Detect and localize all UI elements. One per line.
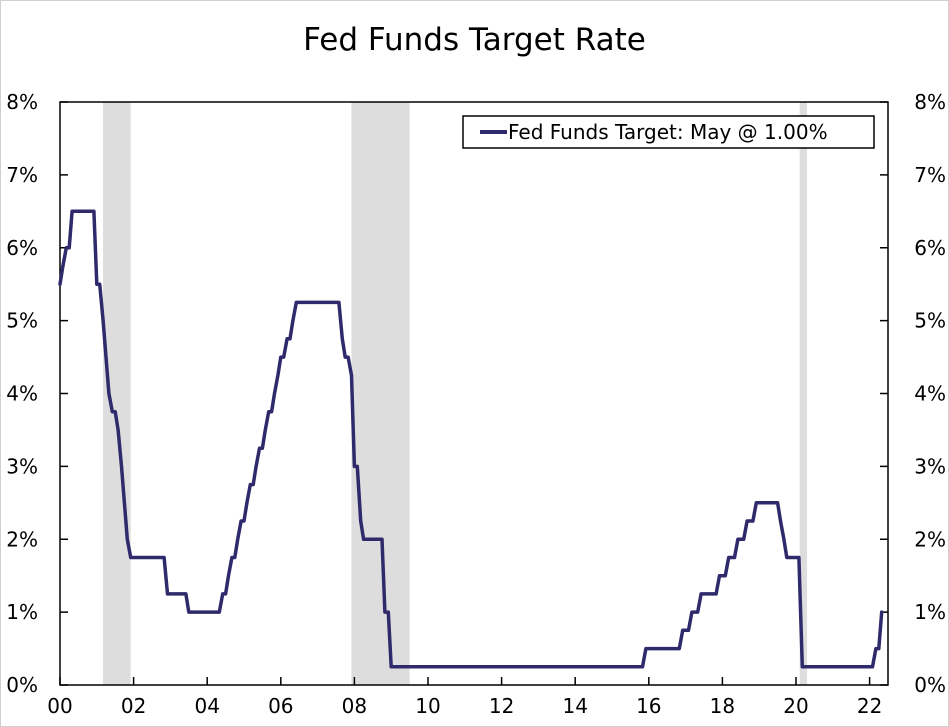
- x-tick-label: 04: [194, 694, 219, 718]
- x-tick-label: 18: [710, 694, 735, 718]
- y-tick-label-right: 3%: [914, 454, 946, 478]
- x-tick-label: 16: [636, 694, 661, 718]
- y-tick-label-right: 8%: [914, 90, 946, 114]
- series-line-fed-funds-target: [58, 209, 884, 669]
- series-layer: [58, 209, 884, 669]
- x-tick-label: 12: [489, 694, 514, 718]
- axes: 0% 0% 1% 1% 2% 2% 3% 3% 4% 4% 5% 5% 6% 6% 7% 7% 8% 8% 00 02…: [6, 90, 946, 718]
- y-tick-label-left: 3%: [6, 454, 38, 478]
- y-tick-label-left: 1%: [6, 600, 38, 624]
- x-tick-label: 14: [562, 694, 587, 718]
- y-tick-label-right: 5%: [914, 309, 946, 333]
- y-tick-label-left: 6%: [6, 236, 38, 260]
- x-tick-label: 02: [121, 694, 146, 718]
- y-tick-label-right: 4%: [914, 382, 946, 406]
- y-tick-label-right: 1%: [914, 600, 946, 624]
- y-tick-label-right: 7%: [914, 163, 946, 187]
- x-tick-label: 20: [783, 694, 808, 718]
- y-tick-label-left: 0%: [6, 673, 38, 697]
- y-tick-label-right: 2%: [914, 527, 946, 551]
- x-tick-label: 08: [342, 694, 367, 718]
- x-tick-label: 00: [47, 694, 72, 718]
- y-tick-label-left: 5%: [6, 309, 38, 333]
- y-tick-label-left: 7%: [6, 163, 38, 187]
- legend-box: [462, 115, 875, 149]
- y-tick-label-right: 6%: [914, 236, 946, 260]
- chart-title: Fed Funds Target Rate: [303, 22, 646, 58]
- y-tick-label-left: 2%: [6, 527, 38, 551]
- y-tick-label-left: 4%: [6, 382, 38, 406]
- recession-band-3: [799, 102, 808, 685]
- x-tick-label: 06: [268, 694, 293, 718]
- x-tick-label: 10: [415, 694, 440, 718]
- y-tick-label-left: 8%: [6, 90, 38, 114]
- x-tick-label: 22: [857, 694, 882, 718]
- legend: Fed Funds Target: May @ 1.00%: [462, 115, 875, 149]
- recession-band-2: [351, 102, 410, 685]
- legend-label: Fed Funds Target: May @ 1.00%: [508, 120, 828, 144]
- y-tick-label-right: 0%: [914, 673, 946, 697]
- plot-border: [59, 101, 889, 686]
- recession-bands: [103, 102, 808, 685]
